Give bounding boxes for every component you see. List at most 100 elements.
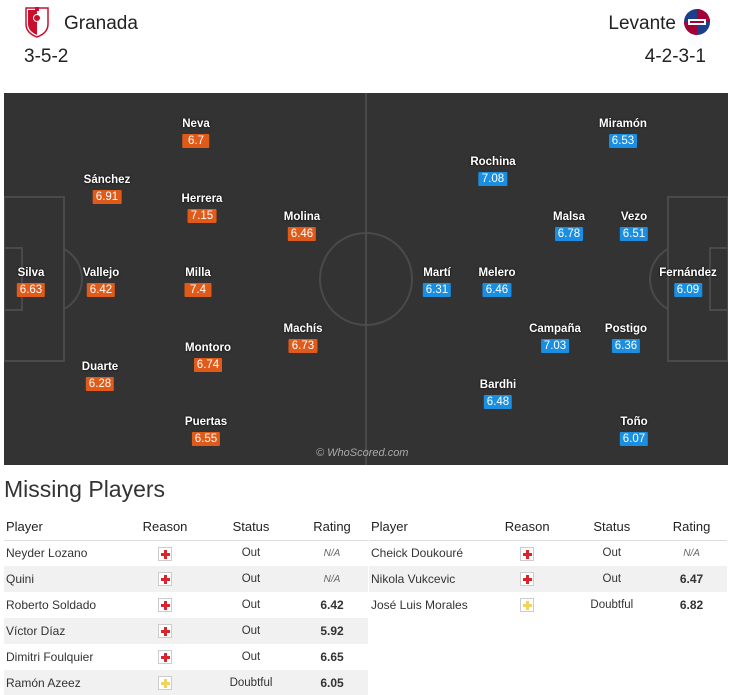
player-rating: 6.46 [482, 283, 512, 297]
player-rating: 6.51 [619, 227, 649, 241]
player-name: Vallejo [82, 267, 120, 279]
away-formation: 4-2-3-1 [644, 46, 706, 67]
missing-rating: 6.65 [320, 650, 344, 664]
missing-rating: 6.05 [296, 670, 368, 695]
player-name: Sánchez [83, 174, 131, 186]
player-name: Milla [185, 267, 211, 279]
injury-icon [158, 650, 172, 665]
missing-player-name[interactable]: Ramón Azeez [4, 670, 124, 695]
table-row: José Luis Morales Doubtful 6.82 [369, 592, 727, 618]
player-rating: 6.53 [608, 134, 638, 148]
reason-cell [124, 618, 206, 644]
home-player[interactable]: Sánchez 6.91 [83, 173, 131, 205]
home-player[interactable]: Herrera 7.15 [181, 192, 223, 224]
player-name: Neva [182, 118, 210, 130]
col-rating: Rating [656, 514, 727, 541]
away-player[interactable]: Bardhi 6.48 [480, 378, 516, 410]
player-name: Miramón [599, 118, 647, 130]
injury-icon [158, 546, 172, 561]
home-missing-table: Player Reason Status Rating Neyder Lozan… [4, 514, 368, 695]
table-row: Neyder Lozano Out N/A [4, 540, 368, 566]
home-player[interactable]: Vallejo 6.42 [83, 266, 119, 298]
away-player[interactable]: Postigo 6.36 [605, 322, 647, 354]
table-row: Roberto Soldado Out 6.42 [4, 592, 368, 618]
player-name: Campaña [529, 323, 581, 335]
missing-status: Out [602, 547, 622, 560]
reason-cell [124, 592, 206, 618]
away-player[interactable]: Toño 6.07 [619, 415, 649, 447]
levante-crest-icon [684, 9, 710, 35]
missing-player-name[interactable]: Dimitri Foulquier [6, 650, 94, 664]
player-name: Toño [620, 416, 648, 428]
missing-status: Doubtful [590, 599, 634, 611]
player-rating: 6.07 [619, 432, 649, 446]
reason-cell [487, 592, 568, 618]
reason-cell [124, 644, 206, 670]
home-player[interactable]: Duarte 6.28 [82, 360, 118, 392]
col-status: Status [567, 514, 657, 541]
away-player[interactable]: Miramón 6.53 [599, 117, 647, 149]
player-name: Duarte [81, 361, 119, 373]
missing-player-name[interactable]: Roberto Soldado [6, 598, 97, 612]
player-rating: 6.31 [422, 283, 452, 297]
missing-player-name[interactable]: Víctor Díaz [4, 618, 124, 644]
away-player[interactable]: Malsa 6.78 [553, 210, 585, 242]
home-player[interactable]: Montoro 6.74 [185, 341, 231, 373]
missing-rating: 5.92 [296, 618, 368, 644]
player-rating: 6.91 [92, 190, 122, 204]
granada-crest-icon [25, 7, 49, 38]
missing-status: Out [567, 566, 657, 592]
home-team-name[interactable]: Granada [64, 13, 138, 34]
missing-players-title: Missing Players [4, 476, 166, 502]
player-rating: 7.15 [187, 209, 217, 223]
missing-rating: N/A [683, 547, 700, 559]
missing-player-name[interactable]: Quini [4, 566, 124, 592]
missing-rating: 6.42 [320, 598, 344, 612]
missing-status: Out [206, 618, 296, 644]
home-player[interactable]: Neva 6.7 [182, 117, 210, 149]
missing-status: Out [241, 547, 261, 560]
table-row: Quini Out N/A [4, 566, 368, 592]
player-name: Machís [283, 323, 323, 335]
col-player: Player [4, 514, 124, 541]
missing-player-name[interactable]: Neyder Lozano [6, 546, 88, 561]
player-rating: 6.42 [86, 283, 116, 297]
col-reason: Reason [486, 514, 568, 541]
away-player[interactable]: Campaña 7.03 [529, 322, 581, 354]
home-player[interactable]: Silva 6.63 [16, 266, 46, 298]
home-player[interactable]: Milla 7.4 [184, 266, 212, 298]
player-rating: 6.63 [16, 283, 46, 297]
watermark: © WhoScored.com [316, 447, 409, 459]
missing-status: Out [241, 599, 261, 611]
player-name: Postigo [604, 323, 648, 335]
player-name: Martí [423, 267, 451, 279]
home-player[interactable]: Machís 6.73 [284, 322, 323, 354]
injury-icon [158, 598, 172, 613]
match-header: Granada 3-5-2 Levante 4-2-3-1 [0, 0, 730, 92]
table-row: Nikola Vukcevic Out 6.47 [369, 566, 727, 592]
away-player[interactable]: Rochina 7.08 [470, 155, 516, 187]
player-rating: 6.55 [191, 432, 221, 446]
player-name: Rochina [470, 156, 516, 168]
home-player[interactable]: Molina 6.46 [284, 210, 320, 242]
missing-player-name[interactable]: Cheick Doukouré [371, 546, 464, 561]
missing-player-name[interactable]: Nikola Vukcevic [369, 566, 487, 592]
away-team-name[interactable]: Levante [608, 13, 676, 34]
player-name: Montoro [185, 342, 231, 354]
away-player[interactable]: Fernández 6.09 [659, 266, 717, 298]
col-status: Status [206, 514, 296, 541]
player-name: Fernández [659, 267, 717, 279]
reason-cell [124, 670, 206, 695]
player-name: Melero [478, 267, 516, 279]
table-row: Dimitri Foulquier Out 6.65 [4, 644, 368, 670]
away-player[interactable]: Melero 6.46 [478, 266, 516, 298]
away-player[interactable]: Martí 6.31 [422, 266, 452, 298]
player-rating: 6.73 [288, 339, 318, 353]
away-player[interactable]: Vezo 6.51 [619, 210, 649, 242]
missing-player-name[interactable]: José Luis Morales [371, 598, 468, 612]
missing-status: Out [206, 566, 296, 592]
reason-cell [124, 566, 206, 592]
player-name: Herrera [181, 193, 223, 205]
missing-status: Doubtful [206, 670, 296, 695]
home-player[interactable]: Puertas 6.55 [185, 415, 227, 447]
